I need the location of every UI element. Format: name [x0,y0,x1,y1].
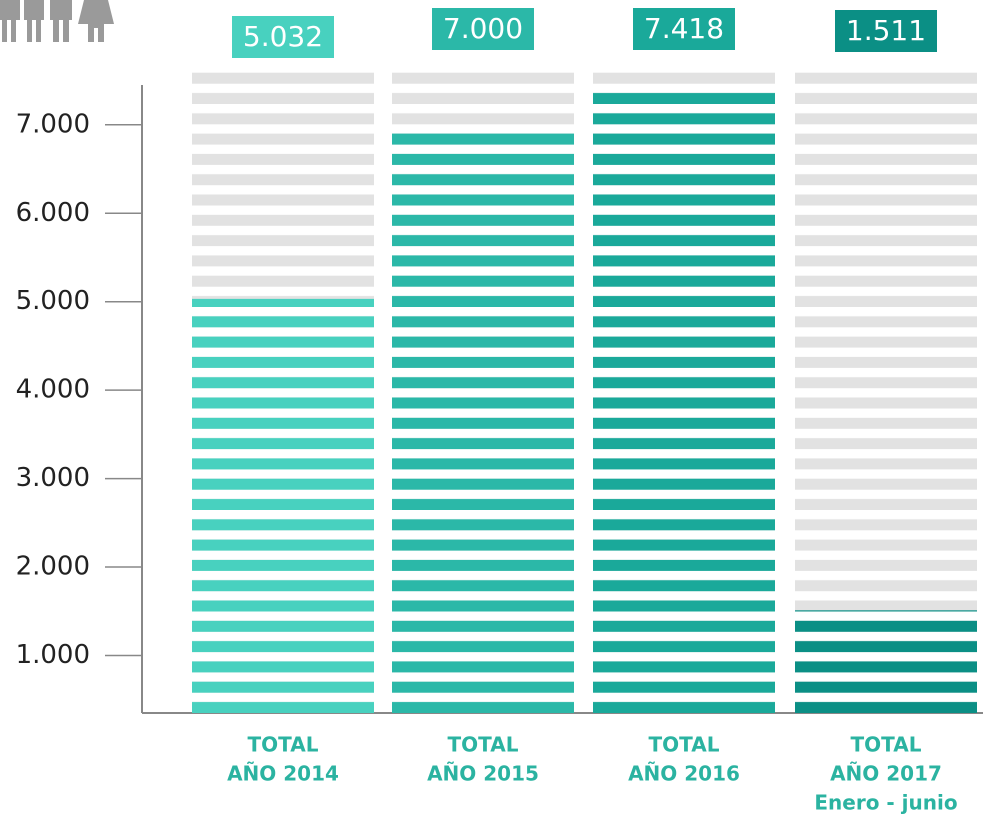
bar [795,610,977,713]
y-tick-label: 6.000 [16,198,90,228]
y-tick-label: 7.000 [16,109,90,139]
y-tick-label: 3.000 [16,463,90,493]
value-label-box [633,8,735,50]
value-label-box [232,16,334,58]
x-tick-label: TOTAL [649,733,720,757]
x-tick-label: AÑO 2017 [830,762,942,786]
y-tick-label: 4.000 [16,375,90,405]
value-label: 7.418 [644,12,724,45]
value-label: 1.511 [846,14,926,47]
bar [192,298,374,713]
x-tick-label: AÑO 2016 [628,762,740,786]
x-tick-label: Enero - junio [814,791,957,815]
value-label: 7.000 [443,12,523,45]
y-tick-label: 1.000 [16,640,90,670]
people-icon [0,0,114,42]
y-tick-label: 5.000 [16,286,90,316]
x-tick-label: AÑO 2014 [227,762,339,786]
value-label-box [835,10,937,52]
value-label: 5.032 [243,20,323,53]
bar [392,124,574,714]
x-tick-label: TOTAL [851,733,922,757]
empty-stripes [795,72,977,713]
y-tick-label: 2.000 [16,552,90,582]
x-tick-label: AÑO 2015 [427,762,539,786]
x-tick-label: TOTAL [448,733,519,757]
bar [593,87,775,713]
value-label-box [432,8,534,50]
x-tick-label: TOTAL [248,733,319,757]
